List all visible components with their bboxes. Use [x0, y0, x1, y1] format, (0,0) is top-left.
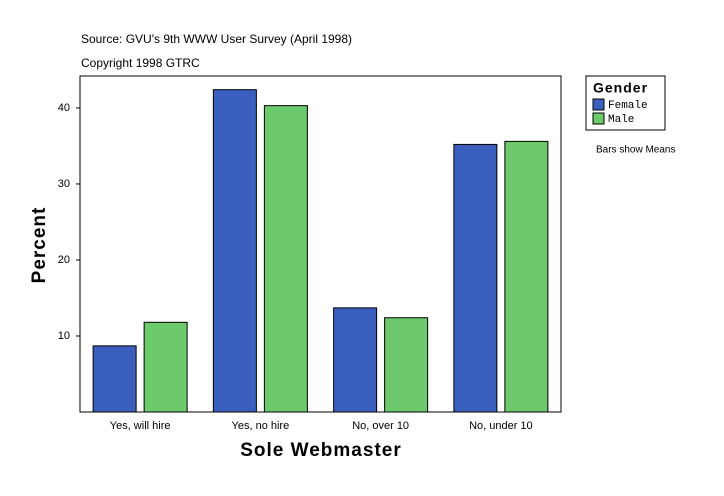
y-tick-label: 10 [58, 330, 70, 342]
legend-title: Gender [593, 80, 648, 96]
bar [504, 140, 549, 413]
x-tick-label: No, under 10 [469, 420, 533, 432]
y-tick-label: 40 [58, 102, 70, 114]
y-axis-label: Percent [29, 207, 50, 284]
bar [333, 307, 378, 413]
annotation: Bars show Means [596, 145, 675, 156]
plot-frame [79, 75, 562, 413]
bar [143, 321, 188, 413]
x-tick-label: Yes, no hire [232, 420, 290, 432]
bar [453, 143, 498, 413]
chart-subtitle: Copyright 1998 GTRC [81, 56, 200, 70]
bar [263, 105, 308, 413]
legend-label: Female [608, 100, 648, 112]
legend-swatch [592, 98, 605, 111]
x-tick-label: No, over 10 [352, 420, 409, 432]
x-tick-label: Yes, will hire [110, 420, 171, 432]
bar [212, 89, 257, 413]
y-tick-label: 30 [58, 178, 70, 190]
bar [92, 345, 137, 413]
x-axis-label: Sole Webmaster [240, 440, 401, 461]
legend-label: Male [608, 114, 634, 126]
y-tick-label: 20 [58, 254, 70, 266]
chart-title: Source: GVU's 9th WWW User Survey (April… [81, 32, 352, 46]
bar [384, 317, 429, 413]
legend-swatch [592, 112, 605, 125]
